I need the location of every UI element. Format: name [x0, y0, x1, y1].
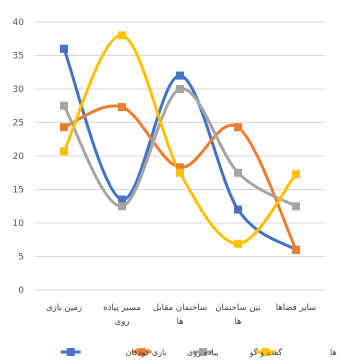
data-point [234, 123, 242, 132]
y-tick-label: 20 [13, 152, 25, 162]
data-point [60, 101, 68, 110]
data-point [60, 123, 68, 132]
series-lines [62, 33, 298, 252]
data-point [60, 44, 68, 53]
legend-marker [199, 348, 208, 356]
gridlines [35, 21, 325, 291]
y-tick-label: 15 [13, 186, 24, 196]
data-point [234, 168, 242, 177]
legend-label: پیاده روی [187, 348, 218, 357]
data-point [176, 168, 184, 177]
x-tick-label: زمین بازی [46, 303, 82, 313]
x-tick-label: روی [115, 317, 130, 327]
legend-marker [66, 348, 75, 356]
data-point [176, 85, 184, 93]
y-axis: 0 5 10 15 20 25 30 35 40 [13, 18, 25, 296]
data-point [118, 103, 126, 112]
y-tick-label: 40 [13, 18, 25, 28]
data-point [176, 71, 184, 80]
series-line [62, 104, 298, 252]
y-tick-label: 30 [13, 85, 25, 95]
legend-label: بازی کودکان [126, 348, 167, 357]
y-tick-label: 0 [18, 286, 24, 296]
y-tick-label: 5 [18, 253, 24, 263]
series-line [62, 87, 298, 208]
legend-marker [261, 348, 270, 356]
legend-label: سایر فعالیت ها [330, 348, 339, 357]
legend-marker [137, 348, 146, 356]
data-point [118, 31, 126, 40]
data-point [176, 163, 184, 172]
series-markers [60, 31, 300, 254]
x-tick-label: مسیر پیاده [103, 303, 141, 313]
data-point [292, 245, 300, 254]
legend: سایر فعالیت ها گفت و گو پیاده روی بازی کودک… [60, 347, 339, 357]
legend-label: گفت و گو [249, 347, 283, 357]
x-tick-label: ها [234, 317, 241, 327]
x-tick-label: ها [176, 317, 183, 327]
x-tick-label: ساختمان مقابل [153, 303, 207, 313]
data-point [292, 170, 300, 179]
x-tick-label: سایر فضاها [276, 303, 317, 313]
y-tick-label: 35 [13, 52, 24, 62]
data-point [234, 205, 242, 214]
data-point [234, 239, 242, 248]
data-point [60, 147, 68, 156]
y-tick-label: 25 [13, 119, 24, 129]
data-point [118, 195, 126, 204]
y-tick-label: 10 [13, 219, 25, 229]
x-axis: زمین بازی مسیر پیاده روی ساختمان مقابل ها بین… [46, 303, 316, 327]
series-line [62, 33, 298, 246]
x-tick-label: بین ساختمان [215, 303, 260, 313]
data-point [118, 202, 126, 211]
data-point [292, 202, 300, 211]
